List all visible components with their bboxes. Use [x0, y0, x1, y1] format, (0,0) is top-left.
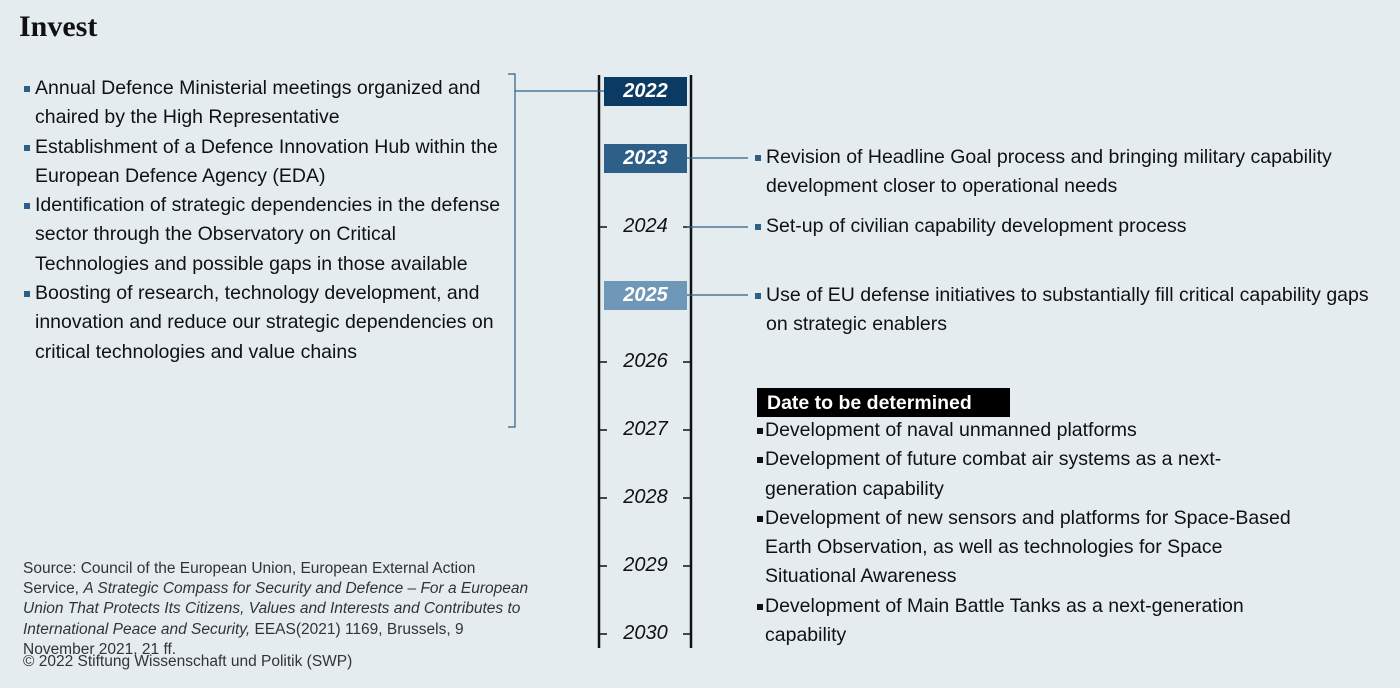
right-item: Use of EU defense initiatives to substan…: [753, 281, 1383, 340]
copyright: © 2022 Stiftung Wissenschaft und Politik…: [23, 653, 353, 670]
list-item: Revision of Headline Goal process and br…: [753, 143, 1383, 202]
list-item: Development of future combat air systems…: [757, 445, 1297, 504]
year: 2029: [623, 554, 668, 576]
list-item: Annual Defence Ministerial meetings orga…: [22, 74, 502, 133]
list-item: Identification of strategic dependencies…: [22, 191, 502, 279]
right-item: Set-up of civilian capability developmen…: [753, 212, 1383, 241]
tbd-heading: Date to be determined: [767, 392, 972, 414]
list-item: Development of new sensors and platforms…: [757, 504, 1297, 592]
source-title: A Strategic Compass for Security and Def…: [23, 580, 529, 638]
left-list: Annual Defence Ministerial meetings orga…: [22, 74, 502, 367]
year: 2028: [623, 486, 668, 508]
year: 2027: [623, 418, 668, 440]
year: 2024: [623, 215, 668, 237]
year: 2030: [623, 622, 668, 644]
list-item: Set-up of civilian capability developmen…: [753, 212, 1383, 241]
year: 2023: [623, 147, 668, 169]
list-item: Establishment of a Defence Innovation Hu…: [22, 133, 502, 192]
tbd-list: Development of naval unmanned platforms …: [757, 416, 1297, 650]
year: 2025: [623, 284, 668, 306]
source: Source: Council of the European Union, E…: [23, 559, 533, 660]
list-item: Boosting of research, technology develop…: [22, 279, 502, 367]
list-item: Development of Main Battle Tanks as a ne…: [757, 592, 1297, 651]
source-text: EEAS(2021) 1169, Brussels, 9 November 20…: [23, 620, 464, 658]
list-item: Use of EU defense initiatives to substan…: [753, 281, 1383, 340]
title: Invest: [19, 10, 98, 43]
right-item: Revision of Headline Goal process and br…: [753, 143, 1383, 202]
source-text: Source: Council of the European Union, E…: [23, 560, 476, 598]
year: 2026: [623, 350, 668, 372]
year: 2022: [623, 80, 668, 102]
list-item: Development of naval unmanned platforms: [757, 416, 1297, 445]
